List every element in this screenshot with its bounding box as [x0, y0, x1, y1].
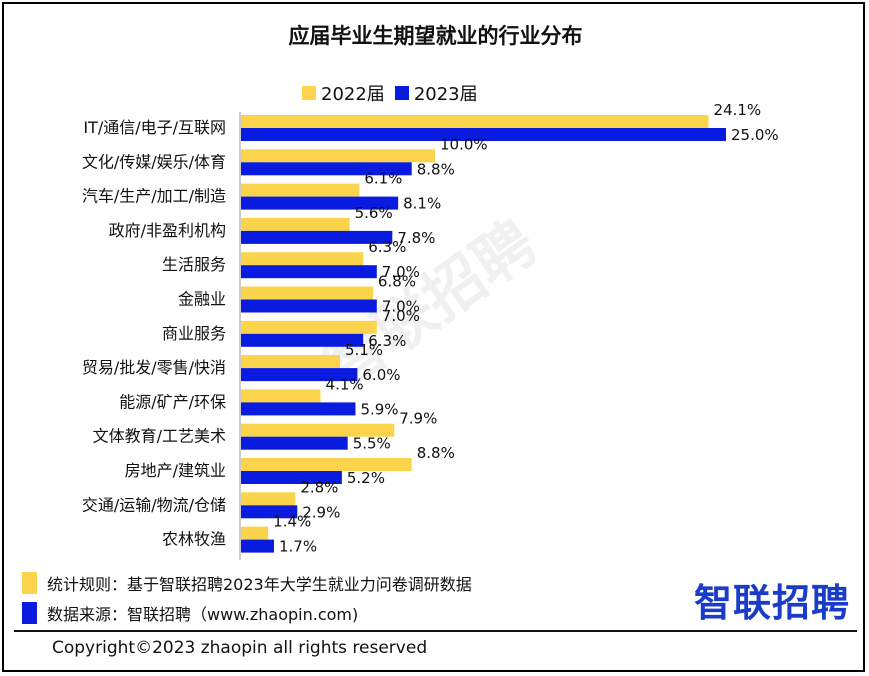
data-label-2023: 6.0% — [362, 366, 400, 384]
category-label: 生活服务 — [162, 255, 226, 274]
bar-2022 — [241, 389, 321, 403]
chart-legend: 2022届 2023届 — [302, 80, 488, 106]
data-label-2023: 5.9% — [360, 400, 398, 418]
chart-notes: 统计规则：基于智联招聘2023年大学生就业力问卷调研数据 数据来源：智联招聘（w… — [22, 568, 472, 628]
category-label: 农林牧渔 — [162, 530, 226, 549]
copyright-text: Copyright©2023 zhaopin all rights reserv… — [52, 638, 428, 658]
data-label-2022: 5.6% — [355, 204, 393, 222]
note-source-text: 数据来源：智联招聘（www.zhaopin.com) — [47, 605, 359, 624]
legend-swatch-2023 — [394, 86, 409, 100]
legend-swatch-2022 — [302, 86, 316, 100]
data-label-2023: 1.7% — [279, 538, 317, 556]
bar-2022 — [241, 183, 360, 197]
data-label-2023: 7.8% — [397, 229, 435, 247]
bar-2022 — [241, 149, 435, 163]
bar-2023 — [241, 333, 364, 347]
legend-item-2022: 2022届 — [302, 80, 385, 106]
category-label: 文体教育/工艺美术 — [93, 427, 226, 446]
bar-2022 — [241, 526, 269, 540]
bar-2022 — [241, 286, 373, 300]
data-label-2022: 7.9% — [399, 410, 437, 428]
data-label-2022: 10.0% — [440, 135, 488, 153]
bar-2023 — [241, 402, 356, 416]
bar-2023 — [241, 368, 358, 382]
legend-label-2023: 2023届 — [413, 84, 478, 105]
bar-2022 — [241, 252, 364, 266]
data-label-2023: 7.0% — [382, 263, 420, 281]
bar-2023 — [241, 299, 377, 313]
bar-2023 — [241, 436, 348, 450]
category-label: 交通/运输/物流/仓储 — [82, 495, 226, 514]
category-label: 文化/传媒/娱乐/体育 — [82, 152, 226, 171]
data-label-2022: 7.0% — [382, 307, 420, 325]
data-label-2023: 5.2% — [347, 469, 385, 487]
category-label: 房地产/建筑业 — [125, 461, 226, 480]
note-rule: 统计规则：基于智联招聘2023年大学生就业力问卷调研数据 — [22, 568, 472, 598]
category-label: 能源/矿产/环保 — [119, 392, 226, 411]
data-label-2022: 2.8% — [300, 478, 338, 496]
data-label-2023: 8.1% — [403, 195, 441, 213]
category-label: 汽车/生产/加工/制造 — [82, 187, 226, 206]
bar-2023 — [241, 162, 412, 176]
legend-label-2022: 2022届 — [321, 84, 385, 105]
bar-2023 — [241, 265, 377, 279]
data-label-2023: 25.0% — [731, 126, 779, 144]
data-label-2022: 24.1% — [714, 101, 762, 119]
bar-2023 — [241, 471, 342, 484]
category-label: IT/通信/电子/互联网 — [83, 118, 226, 137]
bar-chart: IT/通信/电子/互联网 24.1% 25.0% 文化/传媒/娱乐/体育 10.0% 8.… — [82, 101, 779, 560]
footer-divider — [14, 630, 857, 632]
bar-2022 — [241, 458, 412, 471]
note-source: 数据来源：智联招聘（www.zhaopin.com) — [22, 598, 472, 628]
data-label-2022: 4.1% — [326, 375, 364, 393]
bar-2022 — [241, 423, 395, 437]
bar-2022 — [241, 217, 350, 231]
chart-title: 应届毕业生期望就业的行业分布 — [288, 24, 583, 48]
bar-2022 — [241, 355, 340, 369]
data-label-2022: 6.8% — [378, 273, 416, 291]
data-label-2023: 5.5% — [353, 435, 391, 453]
note-swatch-source — [22, 602, 37, 624]
bar-2023 — [241, 230, 393, 244]
category-label: 政府/非盈利机构 — [109, 221, 226, 240]
data-label-2023: 7.0% — [382, 298, 420, 316]
note-rule-text: 统计规则：基于智联招聘2023年大学生就业力问卷调研数据 — [47, 575, 472, 594]
data-label-2022: 8.8% — [417, 444, 455, 462]
bar-2022 — [241, 320, 377, 334]
category-label: 商业服务 — [162, 324, 226, 343]
data-label-2023: 6.3% — [368, 332, 406, 350]
bar-2023 — [241, 196, 399, 210]
bar-2023 — [241, 539, 274, 553]
legend-item-2023: 2023届 — [394, 80, 478, 106]
data-label-2022: 1.4% — [273, 513, 311, 531]
bar-2023 — [241, 505, 298, 519]
bar-2023 — [241, 128, 726, 141]
category-label: 金融业 — [178, 290, 226, 309]
data-label-2023: 8.8% — [417, 160, 455, 178]
data-label-2022: 5.1% — [345, 341, 383, 359]
bar-2022 — [241, 492, 296, 506]
note-swatch-rule — [22, 572, 37, 594]
brand-logo: 智联招聘 — [694, 581, 851, 625]
data-label-2022: 6.3% — [368, 238, 406, 256]
data-label-2022: 6.1% — [364, 170, 402, 188]
bar-2022 — [241, 115, 709, 128]
data-label-2023: 2.9% — [302, 503, 340, 521]
category-label: 贸易/批发/零售/快消 — [82, 358, 226, 377]
